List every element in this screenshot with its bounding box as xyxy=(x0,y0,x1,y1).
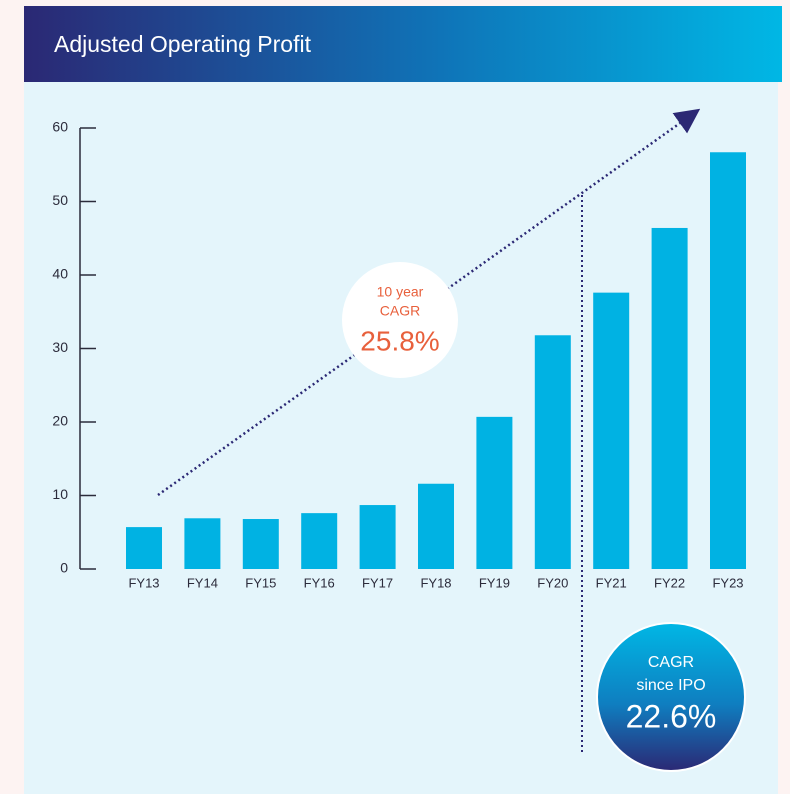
x-tick-label: FY13 xyxy=(128,575,159,590)
annotation-text: CAGR xyxy=(380,303,420,319)
x-tick-label: FY17 xyxy=(362,575,393,590)
bar xyxy=(534,335,571,569)
annotation-value: 25.8% xyxy=(360,325,439,356)
annotation-value: 22.6% xyxy=(626,698,717,734)
bar xyxy=(359,505,396,569)
cagr-circle xyxy=(342,262,458,378)
header xyxy=(24,6,782,82)
y-tick-label: 50 xyxy=(52,192,68,208)
ipo-circle xyxy=(596,622,746,772)
bar xyxy=(710,152,746,569)
y-tick-label: 10 xyxy=(52,486,68,502)
x-tick-label: FY23 xyxy=(712,575,743,590)
x-tick-label: FY22 xyxy=(654,575,685,590)
bar xyxy=(301,513,338,569)
bar xyxy=(184,518,221,569)
y-tick-label: 40 xyxy=(52,266,68,282)
chart-title: Adjusted Operating Profit xyxy=(54,31,312,57)
bar xyxy=(126,527,162,569)
annotation-text: 10 year xyxy=(377,284,424,300)
bar xyxy=(242,519,279,569)
y-tick-label: 0 xyxy=(60,560,68,576)
x-tick-label: FY15 xyxy=(245,575,276,590)
bar xyxy=(651,227,688,569)
bar xyxy=(593,292,630,569)
x-tick-label: FY20 xyxy=(537,575,568,590)
y-tick-label: 30 xyxy=(52,339,68,355)
x-tick-label: FY21 xyxy=(596,575,627,590)
annotation-text: CAGR xyxy=(648,654,694,671)
y-tick-label: 20 xyxy=(52,413,68,429)
y-tick-label: 60 xyxy=(52,119,68,135)
annotation-text: since IPO xyxy=(636,677,705,694)
bar xyxy=(476,416,513,569)
bar xyxy=(418,483,454,569)
x-tick-label: FY18 xyxy=(420,575,451,590)
x-tick-label: FY19 xyxy=(479,575,510,590)
x-tick-label: FY16 xyxy=(304,575,335,590)
x-tick-label: FY14 xyxy=(187,575,218,590)
